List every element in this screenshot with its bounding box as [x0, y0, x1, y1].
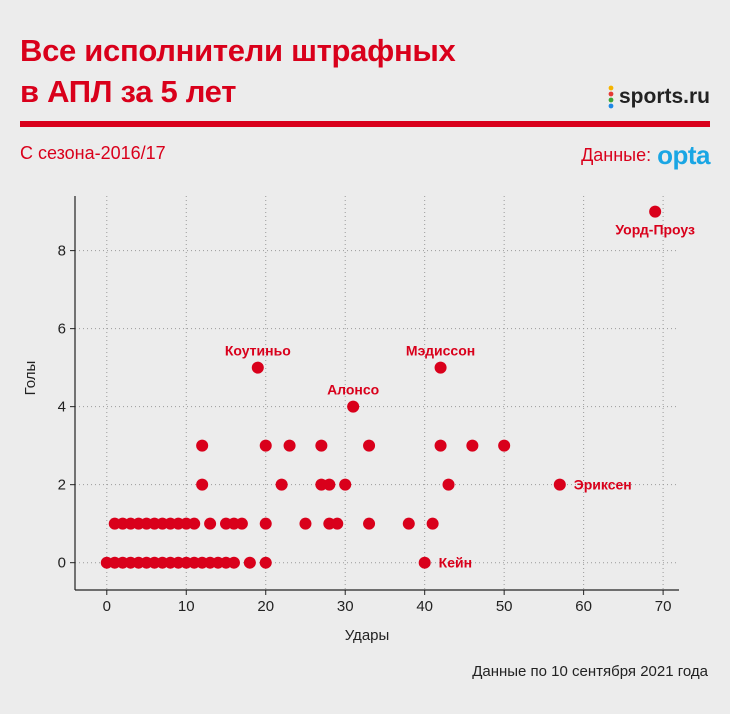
- data-point: [649, 205, 662, 218]
- y-tick-label: 0: [58, 555, 66, 572]
- x-tick-label: 70: [655, 598, 672, 615]
- point-annotation: Уорд-Проуз: [615, 222, 695, 238]
- data-points: [100, 205, 662, 569]
- data-point: [235, 517, 248, 530]
- data-point: [442, 478, 455, 491]
- x-tick-label: 0: [103, 598, 111, 615]
- point-annotation: Мэдиссон: [406, 343, 475, 359]
- point-annotation: Алонсо: [327, 382, 379, 398]
- data-point: [553, 478, 566, 491]
- footer-note: Данные по 10 сентября 2021 года: [472, 663, 708, 680]
- x-tick-label: 60: [575, 598, 592, 615]
- data-point: [466, 439, 479, 452]
- source-label: Данные:: [581, 145, 652, 165]
- y-tick-label: 6: [58, 321, 66, 338]
- data-point: [283, 439, 296, 452]
- data-point: [259, 439, 272, 452]
- data-point: [196, 478, 209, 491]
- data-source: Данные: opta: [581, 140, 710, 171]
- x-tick-label: 50: [496, 598, 513, 615]
- y-tick-label: 8: [58, 243, 66, 260]
- y-tick-label: 2: [58, 477, 66, 494]
- header-divider: [20, 121, 710, 127]
- data-point: [418, 556, 431, 569]
- data-point: [299, 517, 312, 530]
- data-point: [227, 556, 240, 569]
- axes: 0 10 20 30 40 50 60 70 0 2 4 6 8 Удары Голы: [22, 196, 679, 644]
- data-point: [434, 361, 447, 374]
- title-line-2: в АПЛ за 5 лет: [20, 74, 237, 109]
- sports-ru-logo: sports.ru: [607, 85, 710, 109]
- title-line-1: Все исполнители штрафных: [20, 33, 456, 68]
- data-point: [188, 517, 201, 530]
- y-axis-label: Голы: [22, 361, 39, 396]
- data-point: [323, 478, 336, 491]
- data-point: [402, 517, 415, 530]
- data-point: [259, 556, 272, 569]
- opta-logo: opta: [657, 140, 710, 170]
- sports-logo-icon: [608, 85, 614, 109]
- x-tick-label: 20: [257, 598, 274, 615]
- x-tick-label: 40: [416, 598, 433, 615]
- annotations: Уорд-Проуз Коутиньо Мэдиссон Алонсо Эриксен К…: [225, 222, 695, 571]
- subtitle: С сезона-2016/17: [20, 143, 166, 163]
- data-point: [251, 361, 264, 374]
- data-point: [204, 517, 217, 530]
- data-point: [363, 439, 376, 452]
- data-point: [331, 517, 344, 530]
- y-tick-label: 4: [58, 399, 66, 416]
- data-point: [243, 556, 256, 569]
- data-point: [315, 439, 328, 452]
- data-point: [259, 517, 272, 530]
- x-tick-label: 10: [178, 598, 195, 615]
- x-tick-label: 30: [337, 598, 354, 615]
- data-point: [339, 478, 352, 491]
- data-point: [363, 517, 376, 530]
- point-annotation: Эриксен: [574, 477, 632, 493]
- data-point: [196, 439, 209, 452]
- logo-text: sports.ru: [618, 85, 710, 108]
- x-axis-label: Удары: [345, 627, 390, 644]
- point-annotation: Коутиньо: [225, 343, 291, 359]
- point-annotation: Кейн: [439, 555, 472, 571]
- data-point: [347, 400, 360, 413]
- data-point: [275, 478, 288, 491]
- data-point: [426, 517, 439, 530]
- data-point: [498, 439, 511, 452]
- chart-title: Все исполнители штрафных в АПЛ за 5 лет: [20, 30, 456, 112]
- data-point: [434, 439, 447, 452]
